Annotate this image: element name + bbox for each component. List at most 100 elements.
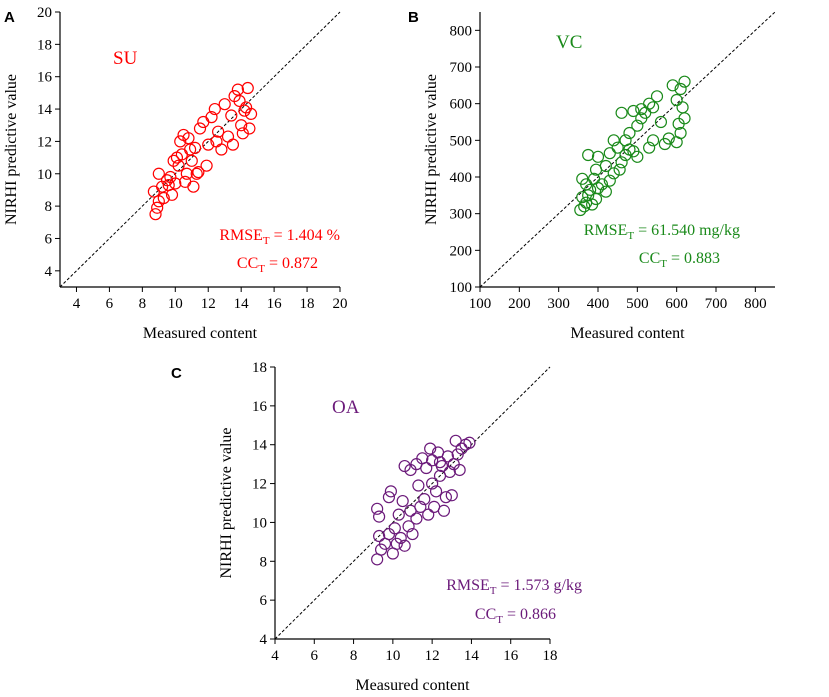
data-point <box>221 130 235 143</box>
data-point <box>235 119 248 132</box>
data-point <box>643 141 656 154</box>
x-tick-label: 18 <box>543 648 558 664</box>
data-point <box>674 82 687 96</box>
panel-title: OA <box>332 397 360 418</box>
data-point <box>666 79 679 92</box>
x-tick-label: 10 <box>385 648 400 664</box>
data-point <box>445 489 458 502</box>
data-point <box>212 125 225 138</box>
data-point <box>678 75 691 88</box>
data-point <box>439 491 452 504</box>
data-point <box>576 172 589 185</box>
x-tick-label: 16 <box>267 296 283 312</box>
cc-label: CCT = 0.866 <box>475 606 556 626</box>
data-point <box>424 442 437 455</box>
data-point <box>371 502 384 515</box>
data-point <box>225 109 238 122</box>
data-point <box>623 126 636 140</box>
x-tick-label: 16 <box>503 648 519 664</box>
data-point <box>615 156 628 169</box>
cc-label: CCT = 0.872 <box>237 255 318 275</box>
data-point <box>455 442 468 455</box>
data-point <box>574 203 587 217</box>
x-axis-label: Measured content <box>355 677 470 694</box>
data-point <box>179 175 192 188</box>
data-point <box>433 456 447 469</box>
data-point <box>603 147 616 160</box>
data-point <box>607 134 620 147</box>
data-point <box>244 107 258 121</box>
data-point <box>149 208 162 221</box>
y-tick-label: 8 <box>45 199 53 215</box>
y-tick-label: 14 <box>37 102 53 118</box>
data-point <box>431 446 445 459</box>
data-point <box>402 520 415 533</box>
data-point <box>410 458 423 471</box>
data-point <box>190 167 203 180</box>
x-tick-label: 12 <box>201 296 216 312</box>
data-point <box>231 83 244 96</box>
y-tick-label: 800 <box>450 23 473 39</box>
data-point <box>453 463 466 477</box>
data-point <box>373 510 386 523</box>
panel-C: C 4 6 8 10 12 14 16 18 4 6 8 10 12 14 16 18 Measured cont… <box>171 360 582 694</box>
data-point <box>218 98 231 111</box>
data-point <box>215 143 228 156</box>
x-tick-label: 8 <box>350 648 358 664</box>
data-point <box>426 454 439 467</box>
x-tick-label: 700 <box>705 296 728 312</box>
data-point <box>193 122 207 135</box>
data-point <box>627 104 640 118</box>
data-point <box>226 138 240 151</box>
x-tick-label: 400 <box>587 296 610 312</box>
rmse-label: RMSET = 1.404 % <box>219 227 340 247</box>
y-tick-label: 12 <box>252 477 267 493</box>
data-point <box>443 465 456 479</box>
data-point <box>174 135 187 148</box>
y-tick-label: 700 <box>450 60 473 76</box>
data-point <box>398 539 411 552</box>
data-point <box>167 154 180 167</box>
data-point <box>382 491 396 504</box>
x-tick-label: 4 <box>271 648 279 664</box>
data-point <box>591 150 605 163</box>
data-point <box>599 185 612 198</box>
data-point <box>414 500 427 513</box>
panel-letter: A <box>4 9 15 26</box>
data-point <box>607 167 620 180</box>
data-point <box>152 167 165 180</box>
data-point <box>164 170 177 184</box>
y-axis-label: NIRHI predictive value <box>218 427 235 578</box>
data-point <box>200 159 213 172</box>
data-point <box>392 508 405 521</box>
panel-B: B 100 200 300 400 500 600 700 800 100 200 300 400 500… <box>408 9 776 342</box>
data-point <box>428 500 441 513</box>
data-point <box>382 527 396 541</box>
panel-title: SU <box>113 48 138 69</box>
x-tick-label: 500 <box>626 296 649 312</box>
data-point <box>388 522 401 535</box>
x-tick-label: 20 <box>333 296 348 312</box>
data-point <box>672 117 685 130</box>
data-point <box>233 94 246 108</box>
data-point <box>587 172 601 185</box>
y-tick-label: 10 <box>252 515 267 531</box>
y-tick-label: 200 <box>450 243 473 259</box>
panel-A: A 4 6 8 10 12 14 16 18 20 4 6 8 10 12 14 16 18 20 Measured … <box>3 5 348 342</box>
data-point <box>646 134 660 147</box>
y-tick-label: 10 <box>37 167 52 183</box>
data-point <box>184 143 197 156</box>
data-point <box>418 493 431 506</box>
y-tick-label: 16 <box>37 70 53 86</box>
data-point <box>373 529 386 543</box>
data-point <box>615 106 628 119</box>
x-tick-label: 600 <box>665 296 688 312</box>
panel-title: VC <box>556 32 582 53</box>
rmse-label: RMSET = 1.573 g/kg <box>446 577 582 597</box>
data-point <box>243 122 256 135</box>
data-point <box>635 103 648 116</box>
data-point <box>238 104 251 117</box>
y-tick-label: 4 <box>45 264 53 280</box>
y-tick-label: 6 <box>260 593 268 609</box>
y-tick-label: 6 <box>45 231 53 247</box>
